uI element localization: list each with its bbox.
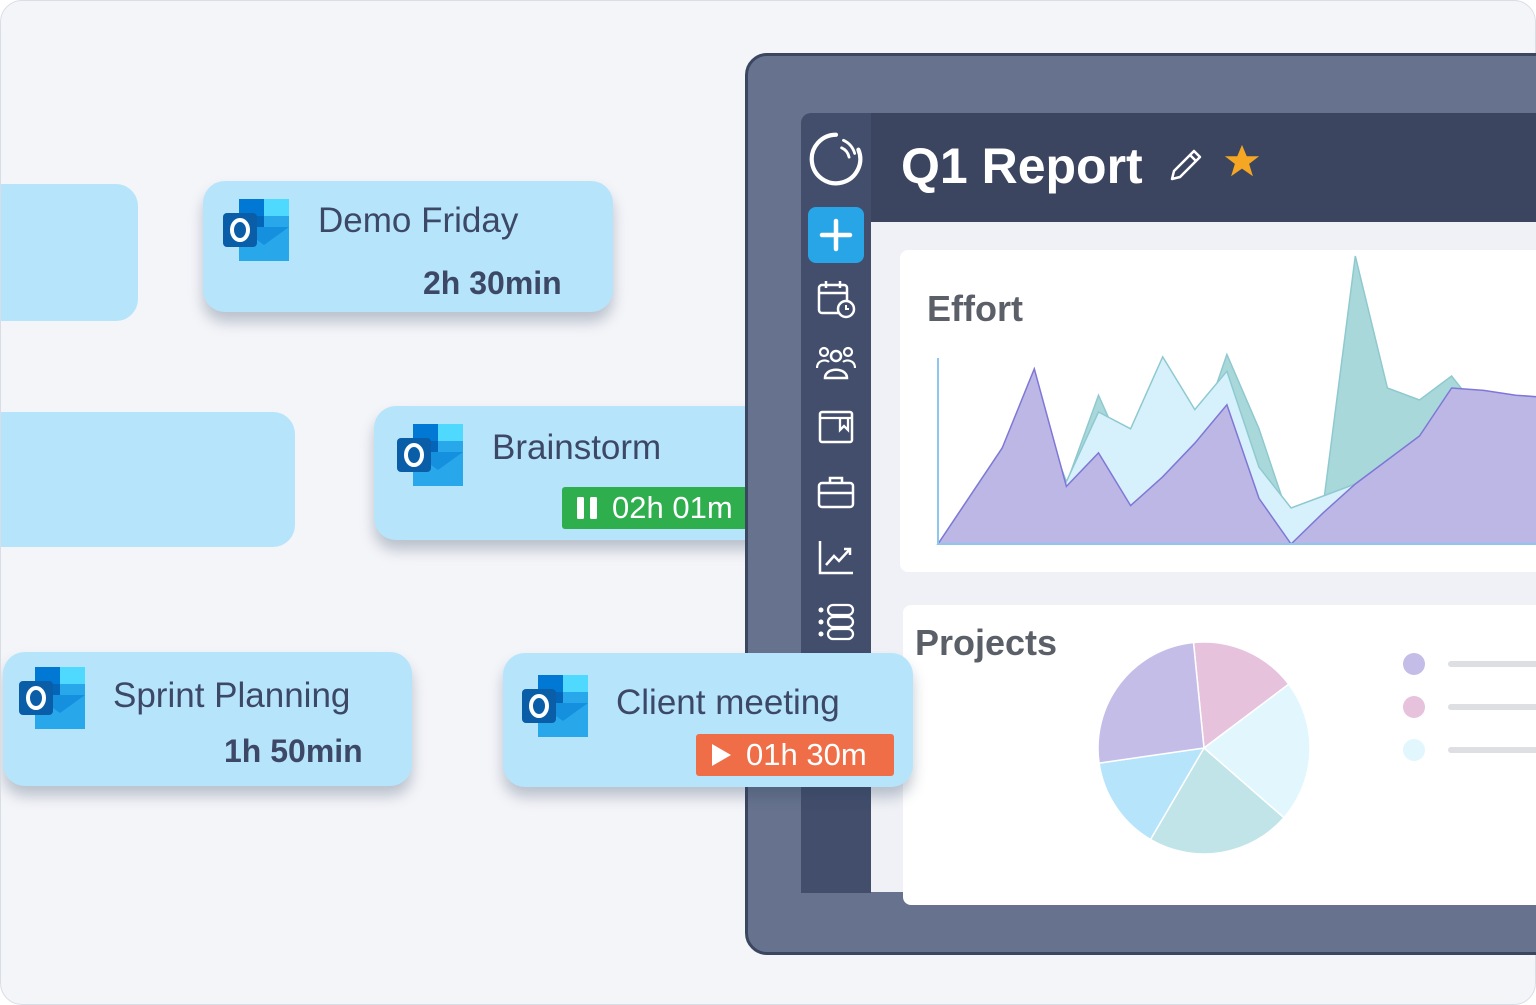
event-duration: 1h 50min [224,733,363,769]
event-card-brainstorm[interactable]: Brainstorm 02h 01m [374,406,784,540]
calendar-clock-icon[interactable] [816,279,856,319]
projects-panel: Projects [903,605,1536,905]
outlook-icon [397,424,463,486]
pencil-icon[interactable] [1166,145,1206,185]
play-icon[interactable] [708,742,734,768]
outlook-icon [19,667,85,729]
pie-slice-0 [1192,641,1290,750]
start-timer-badge[interactable]: 01h 30m [696,734,894,776]
users-icon[interactable] [816,342,856,382]
add-icon [819,218,853,252]
timer-value: 01h 30m [746,737,867,772]
list-icon[interactable] [816,602,856,642]
page-title: Q1 Report [901,138,1143,194]
effort-panel: Effort [900,250,1536,572]
legend-label-placeholder [1448,661,1536,667]
running-timer-badge[interactable]: 02h 01m [562,487,766,529]
panel-heading: Projects [915,622,1058,663]
chart-icon[interactable] [816,537,856,577]
effort-area-chart [936,255,1536,546]
effort-axis [937,358,1536,545]
pie-slice-2 [1149,746,1285,855]
briefcase-icon[interactable] [816,473,856,513]
legend-label-placeholder [1448,704,1536,710]
legend-dot [1403,696,1425,718]
event-card-partial-top[interactable] [1,184,138,321]
legend-dot [1403,653,1425,675]
panel-heading: Effort [927,288,1023,329]
pie-slice-4 [1097,641,1205,764]
legend-dot [1403,739,1425,761]
legend-label-placeholder [1448,747,1536,753]
event-title: Brainstorm [492,428,662,467]
book-icon[interactable] [816,408,856,448]
timer-value: 02h 01m [612,490,733,525]
outlook-icon [522,675,588,737]
pie-slice-1 [1202,683,1311,819]
projects-pie-chart [1097,641,1536,855]
event-title: Sprint Planning [113,676,351,715]
top-bar: Q1 Report [871,113,1536,222]
pause-icon[interactable] [574,495,600,521]
event-title: Demo Friday [318,201,519,240]
event-card-demo-friday[interactable]: Demo Friday 2h 30min [203,181,613,312]
star-icon[interactable] [1223,142,1261,180]
outlook-icon [223,199,289,261]
event-card-partial-middle[interactable] [1,412,295,547]
pie-slice-3 [1098,747,1206,841]
content-area: Effort Projects [871,222,1536,905]
logo-icon[interactable] [808,131,864,187]
event-duration: 2h 30min [423,265,562,301]
add-button[interactable] [808,207,864,263]
event-card-client-meeting[interactable]: Client meeting 01h 30m [503,653,913,787]
event-card-sprint-planning[interactable]: Sprint Planning 1h 50min [3,652,412,786]
event-title: Client meeting [616,683,840,722]
